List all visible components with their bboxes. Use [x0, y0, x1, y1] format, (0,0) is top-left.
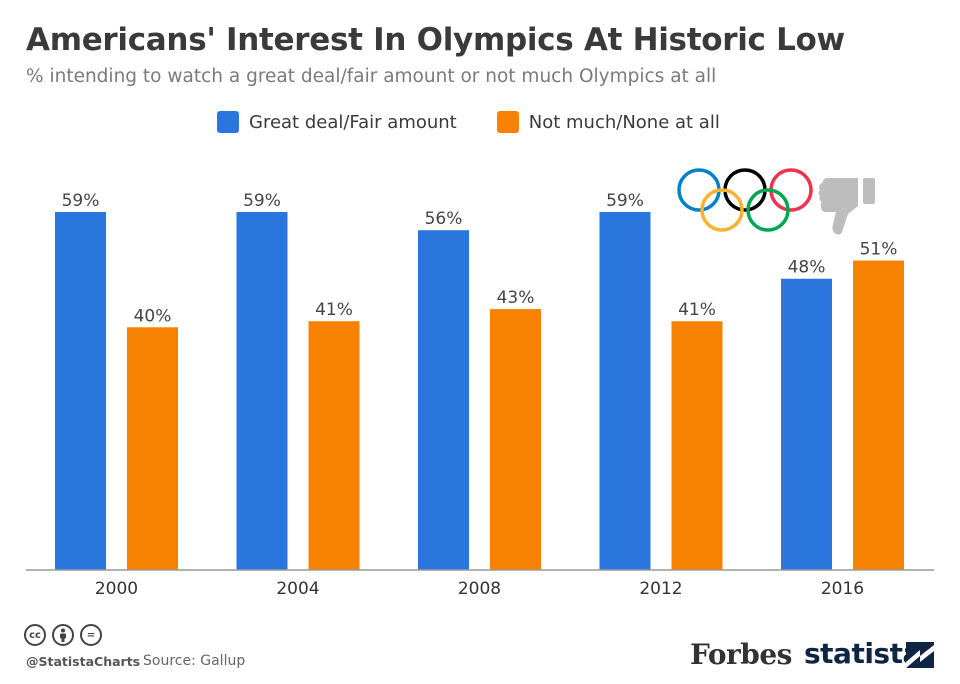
data-label: 51%: [860, 240, 898, 260]
bar-great-deal-2004: [236, 212, 288, 570]
bar-not-much-2008: [490, 309, 541, 570]
license-icons: cc =: [24, 624, 102, 646]
x-tick-label: 2012: [639, 579, 682, 599]
bars-group: 59% 40% 59% 41% 56% 43% 59% 41% 48% 51%: [55, 191, 904, 571]
bar-not-much-2012: [671, 321, 723, 570]
bar-great-deal-2000: [55, 212, 106, 570]
x-tick-label: 2000: [95, 579, 138, 599]
data-label: 41%: [678, 300, 716, 320]
x-tick-label: 2008: [458, 579, 501, 599]
data-label: 40%: [134, 306, 172, 326]
data-label: 43%: [497, 288, 535, 308]
bar-great-deal-2008: [418, 230, 469, 571]
data-label: 59%: [243, 191, 281, 211]
x-tick-label: 2016: [821, 579, 864, 599]
data-label: 59%: [606, 191, 644, 211]
source-text: Source: Gallup: [143, 653, 246, 669]
data-label: 56%: [425, 209, 463, 229]
chart-subtitle: % intending to watch a great deal/fair a…: [26, 66, 717, 87]
legend-item-not-much: Not much/None at all: [496, 111, 720, 133]
statista-handle: @StatistaCharts: [26, 654, 141, 669]
legend-item-great-deal: Great deal/Fair amount: [217, 111, 457, 133]
legend: Great deal/Fair amount Not much/None at …: [217, 111, 760, 133]
legend-swatch-blue: [217, 111, 239, 133]
no-derivatives-icon: =: [80, 624, 102, 646]
legend-label: Not much/None at all: [528, 111, 720, 133]
olympic-rings-icon: [677, 168, 813, 232]
data-label: 48%: [788, 258, 826, 278]
thumbs-down-icon: [818, 178, 875, 235]
bar-chart: 59%40%59%41%56%43%59%41%48%51% 2000 2004 2…: [26, 168, 934, 599]
statista-logo: statista: [804, 637, 921, 670]
bar-not-much-2000: [127, 327, 178, 570]
bar-great-deal-2016: [781, 278, 832, 570]
x-tick-label: 2004: [276, 579, 319, 599]
data-label: 59%: [62, 191, 100, 211]
statista-logo-mark: [906, 642, 934, 668]
chart-title: Americans' Interest In Olympics At Histo…: [26, 22, 845, 58]
x-tick-labels: 2000 2004 2008 2012 2016: [95, 579, 864, 599]
bar-not-much-2016: [853, 260, 904, 570]
attribution-icon: [52, 624, 74, 646]
forbes-logo: Forbes: [690, 638, 792, 671]
legend-label: Great deal/Fair amount: [249, 111, 457, 133]
bar-great-deal-2012: [599, 212, 651, 570]
legend-swatch-orange: [496, 111, 519, 133]
data-label: 41%: [315, 300, 353, 320]
bar-not-much-2004: [308, 321, 360, 570]
creative-commons-icon: cc: [24, 624, 46, 646]
